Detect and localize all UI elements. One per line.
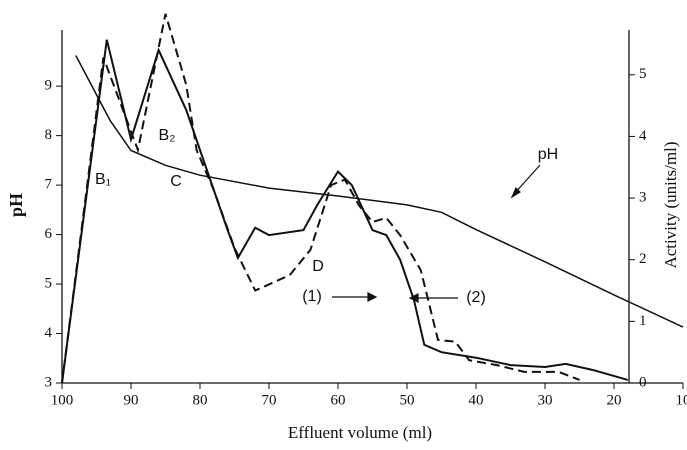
- x-tick-label: 60: [331, 392, 346, 408]
- y-tick-label: 8: [45, 127, 53, 143]
- series-label: (2): [466, 289, 486, 306]
- x-tick-label: 50: [400, 392, 415, 408]
- y2-tick-label: 0: [639, 374, 647, 390]
- y2-tick-label: 2: [639, 251, 647, 267]
- x-tick-label: 10: [676, 392, 687, 408]
- x-tick-label: 70: [262, 392, 277, 408]
- series-label: (1): [302, 288, 322, 305]
- data-line: [76, 56, 683, 328]
- y-tick-label: 4: [45, 325, 53, 341]
- arrows: [332, 165, 540, 302]
- x-tick-label: 20: [607, 392, 622, 408]
- y-tick-label: 5: [45, 275, 53, 291]
- series-label: pH: [538, 146, 558, 163]
- peak-label: C: [170, 173, 182, 190]
- peak-label: D: [312, 258, 324, 275]
- x-tick-label: 80: [193, 392, 208, 408]
- x-axis-label: Effluent volume (ml): [288, 423, 432, 442]
- y2-tick-label: 4: [639, 128, 647, 144]
- peak-label: B₂: [159, 127, 176, 144]
- y2-tick-label: 1: [639, 313, 647, 329]
- y-axis-label: pH: [6, 193, 26, 217]
- y2-tick-label: 5: [639, 66, 647, 82]
- x-tick-label: 30: [538, 392, 553, 408]
- x-tick-label: 90: [124, 392, 139, 408]
- y-tick-label: 3: [45, 374, 53, 390]
- y2-axis-label: Activity (units/ml): [661, 141, 680, 268]
- data-line: [62, 40, 628, 383]
- peak-label: B₁: [95, 171, 111, 188]
- x-tick-label: 40: [469, 392, 484, 408]
- y-tick-label: 9: [45, 78, 53, 94]
- y-tick-label: 7: [45, 177, 53, 193]
- x-tick-label: 100: [51, 392, 74, 408]
- y-tick-label: 6: [45, 226, 53, 242]
- y2-tick-label: 3: [639, 190, 647, 206]
